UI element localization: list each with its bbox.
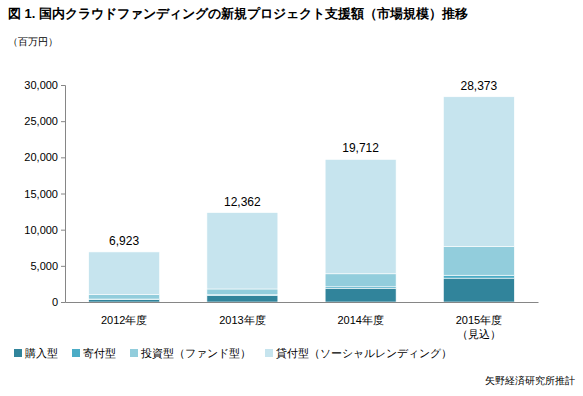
legend-label: 投資型（ファンド型）	[140, 347, 251, 359]
source: 矢野経済研究所推計	[485, 375, 575, 386]
bars	[89, 97, 515, 302]
bar	[207, 213, 278, 289]
y-tick: 10,000	[24, 224, 65, 236]
y-tick-mark	[61, 85, 65, 86]
y-tick: 15,000	[24, 188, 65, 200]
y-tick-label: 15,000	[24, 188, 58, 200]
x-axis: 2012年度 2013年度 2014年度 2015年度（見込）	[66, 302, 539, 340]
bar	[89, 252, 160, 295]
total-label: 12,362	[224, 195, 261, 209]
x-tick-label: 2012年度	[101, 314, 147, 326]
x-tick-label: 2014年度	[337, 314, 383, 326]
total-label: 28,373	[461, 79, 498, 93]
y-tick-mark	[61, 266, 65, 267]
bar	[89, 295, 160, 299]
series	[89, 246, 515, 299]
y-tick-mark	[61, 230, 65, 231]
y-tick: 0	[52, 296, 65, 308]
total-label: 6,923	[109, 234, 139, 248]
y-tick: 5,000	[30, 260, 65, 272]
bar	[325, 159, 396, 273]
y-axis: 0 5,000 10,000 15,000 20,000 25,000 30,000	[24, 79, 65, 308]
x-tick-label: 2013年度	[219, 314, 265, 326]
y-tick: 30,000	[24, 79, 65, 91]
bar	[89, 299, 160, 302]
y-tick-label: 5,000	[30, 260, 58, 272]
y-tick-label: 20,000	[24, 151, 58, 163]
legend-swatch	[72, 349, 80, 357]
legend-label: 購入型	[25, 347, 58, 359]
x-tick-label: 2015年度（見込）	[456, 314, 502, 340]
x-tick: 2012年度	[101, 302, 147, 326]
bar	[325, 274, 396, 287]
bar	[443, 97, 514, 247]
bar	[207, 289, 278, 295]
bar	[443, 246, 514, 275]
x-axis-line	[66, 302, 539, 303]
legend: 購入型 寄付型 投資型（ファンド型） 貸付型（ソーシャルレンディング）	[14, 347, 452, 359]
y-tick: 20,000	[24, 151, 65, 163]
x-tick: 2013年度	[219, 302, 265, 326]
x-tick: 2015年度（見込）	[456, 302, 502, 340]
y-tick: 25,000	[24, 115, 65, 127]
y-tick-mark	[61, 157, 65, 158]
legend-item: 寄付型	[72, 347, 116, 359]
legend-swatch	[265, 349, 273, 357]
bar	[443, 278, 514, 302]
y-tick-mark	[61, 194, 65, 195]
legend-item: 貸付型（ソーシャルレンディング）	[265, 347, 452, 359]
plot: 0 5,000 10,000 15,000 20,000 25,000 30,000 2012…	[24, 79, 538, 340]
y-tick-mark	[61, 302, 65, 303]
bar	[325, 288, 396, 302]
legend-label: 寄付型	[83, 347, 116, 359]
total-label: 19,712	[342, 141, 379, 155]
bar	[207, 295, 278, 302]
y-tick-label: 25,000	[24, 115, 58, 127]
y-tick-label: 30,000	[24, 79, 58, 91]
y-axis-line	[61, 86, 66, 303]
legend-item: 購入型	[14, 347, 58, 359]
legend-label: 貸付型（ソーシャルレンディング）	[276, 347, 452, 359]
y-tick-mark	[61, 121, 65, 122]
y-tick-label: 0	[52, 296, 58, 308]
chart: 図 1. 国内クラウドファンディングの新規プロジェクト支援額（市場規模）推移 （百…	[0, 0, 583, 396]
legend-swatch	[14, 349, 22, 357]
series	[89, 97, 515, 295]
y-axis-label: （百万円）	[8, 36, 58, 47]
title: 図 1. 国内クラウドファンディングの新規プロジェクト支援額（市場規模）推移	[8, 6, 468, 21]
legend-swatch	[130, 349, 138, 357]
y-tick-label: 10,000	[24, 224, 58, 236]
x-tick: 2014年度	[337, 302, 383, 326]
legend-item: 投資型（ファンド型）	[130, 347, 251, 359]
totals: 6,923 12,362 19,712 28,373	[109, 79, 497, 248]
bar	[443, 275, 514, 278]
